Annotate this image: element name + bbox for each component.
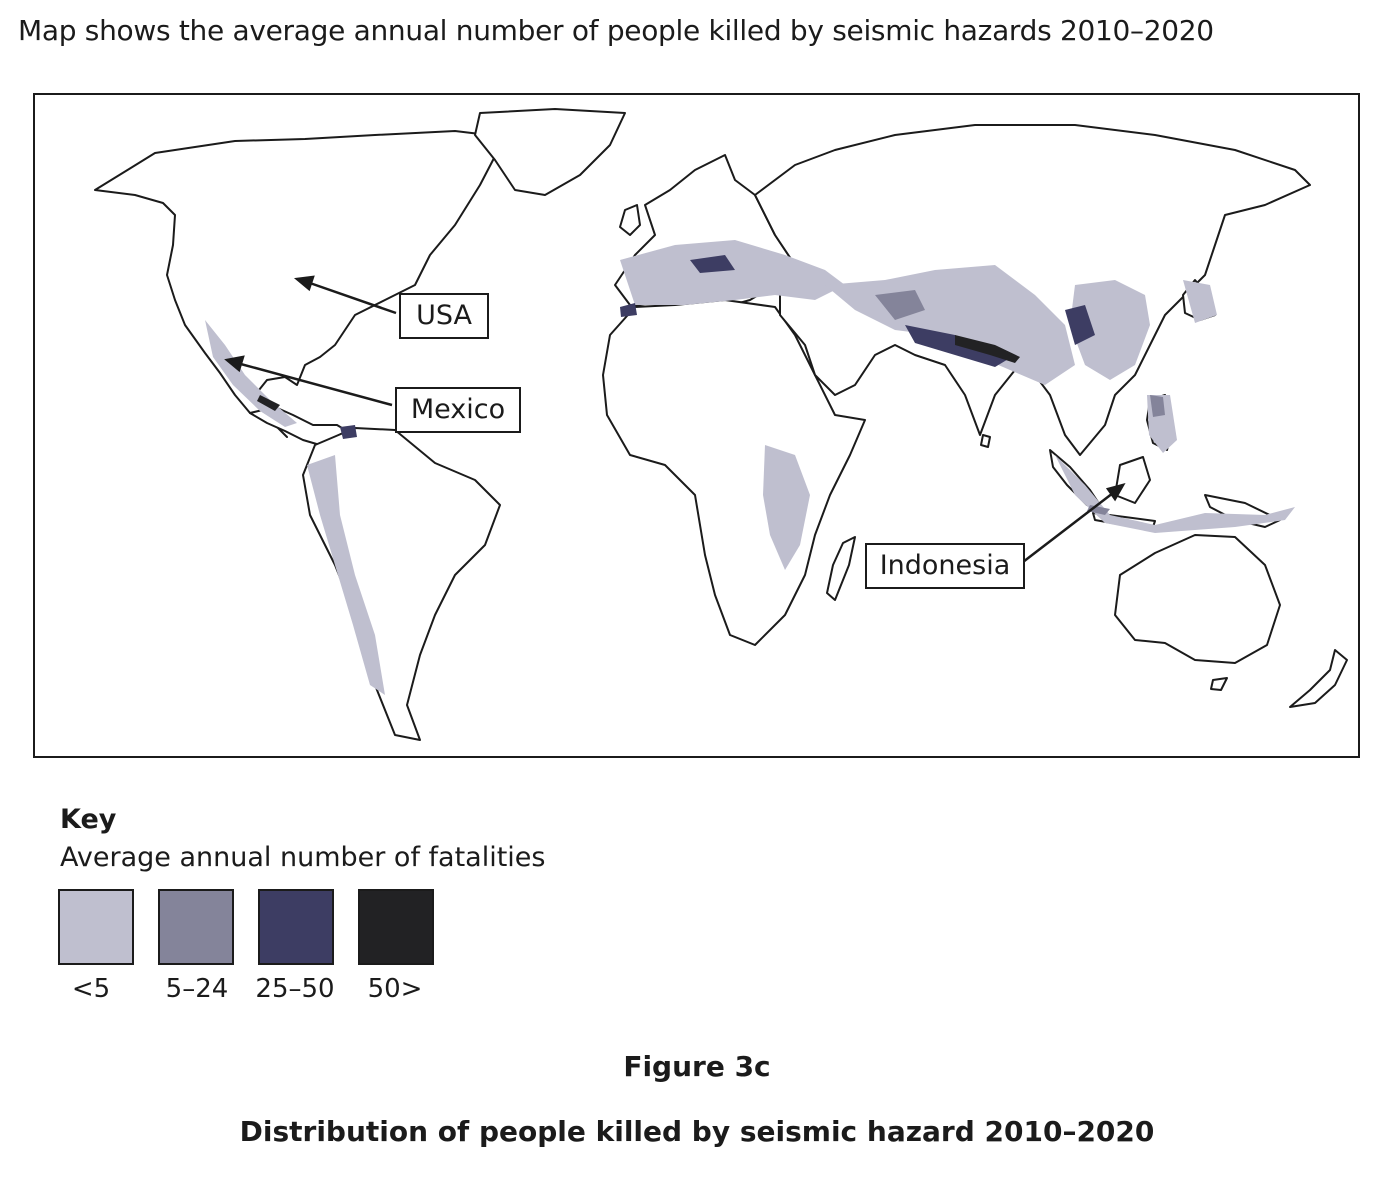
- madagascar-landmass: [826, 536, 856, 601]
- zone-indonesia-arc: [1055, 455, 1295, 533]
- world-map-svg: [94, 108, 1348, 741]
- greenland-landmass: [474, 108, 626, 196]
- zone-iran: [875, 290, 925, 320]
- callout-arrows: [224, 275, 1126, 563]
- indonesia-arrow: [1022, 492, 1114, 563]
- borneo-landmass: [1114, 456, 1151, 504]
- zone-nepal: [955, 335, 1020, 363]
- zone-mediterranean: [620, 240, 845, 305]
- zones-over-50: [257, 335, 1020, 411]
- tasmania-landmass: [1210, 677, 1228, 691]
- zone-turkey: [690, 255, 735, 273]
- key-title: Key: [60, 804, 117, 835]
- usa-arrowhead: [293, 275, 315, 292]
- key-label-5-24: 5–24: [165, 974, 229, 1004]
- key-subtitle: Average annual number of fatalities: [60, 842, 546, 873]
- zone-north-africa: [620, 303, 637, 317]
- key-swatch-25-50: [258, 889, 334, 965]
- key-label-25-50: 25–50: [255, 974, 335, 1004]
- sri-lanka-landmass: [980, 434, 991, 448]
- key-label-under-5: <5: [71, 974, 111, 1004]
- key-swatch-5-24: [158, 889, 234, 965]
- australia-landmass: [1114, 534, 1281, 664]
- figure-number: Figure 3c: [623, 1050, 771, 1083]
- indonesia-label: Indonesia: [865, 543, 1025, 589]
- zone-philippines-mid: [1150, 395, 1165, 417]
- mexico-arrowhead: [224, 355, 245, 373]
- uk-landmass: [619, 204, 641, 236]
- asia-landmass: [754, 124, 1311, 456]
- zone-china-east: [1070, 280, 1150, 380]
- figure-caption: Distribution of people killed by seismic…: [239, 1115, 1155, 1148]
- mexico-label: Mexico: [395, 387, 521, 433]
- africa-landmass: [602, 299, 866, 646]
- world-map: USA Mexico Indonesia: [33, 93, 1360, 758]
- key-label-over-50: 50>: [367, 974, 423, 1004]
- new-zealand-landmass: [1289, 649, 1348, 708]
- zone-haiti: [257, 395, 280, 411]
- zone-east-africa-rift: [763, 445, 810, 570]
- zone-china-sw: [1065, 305, 1095, 345]
- intro-text: Map shows the average annual number of p…: [18, 14, 1214, 47]
- indonesia-arrowhead: [1105, 483, 1126, 502]
- zone-andes: [307, 455, 385, 695]
- zone-japan: [1183, 280, 1217, 323]
- mexico-arrow: [236, 361, 393, 407]
- zone-central-america: [205, 320, 297, 427]
- zone-caribbean: [340, 425, 357, 439]
- key-swatch-over-50: [358, 889, 434, 965]
- key-swatch-under-5: [58, 889, 134, 965]
- usa-arrow: [306, 280, 397, 315]
- usa-label: USA: [399, 293, 489, 339]
